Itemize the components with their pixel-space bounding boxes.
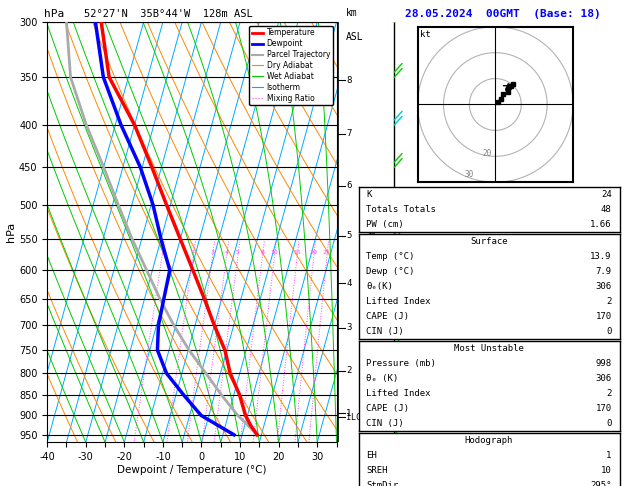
Text: 28.05.2024  00GMT  (Base: 18): 28.05.2024 00GMT (Base: 18)	[404, 9, 600, 19]
Text: km: km	[346, 8, 358, 17]
Text: 30: 30	[464, 170, 474, 179]
Text: 0: 0	[606, 327, 612, 336]
Text: 3: 3	[210, 250, 214, 255]
Text: ASL: ASL	[346, 33, 364, 42]
Text: Pressure (mb): Pressure (mb)	[366, 359, 437, 368]
Text: 306: 306	[596, 282, 612, 291]
Text: 6: 6	[346, 181, 352, 190]
Text: kt: kt	[420, 30, 431, 39]
Text: Mixing Ratio (g/kg): Mixing Ratio (g/kg)	[369, 185, 379, 279]
Text: 25: 25	[323, 250, 331, 255]
Text: CAPE (J): CAPE (J)	[366, 312, 409, 321]
Text: 2: 2	[606, 297, 612, 306]
Text: Dewp (°C): Dewp (°C)	[366, 267, 415, 276]
Text: 3: 3	[346, 324, 352, 332]
Text: 10: 10	[601, 466, 612, 475]
Text: Lifted Index: Lifted Index	[366, 297, 431, 306]
Text: 20: 20	[309, 250, 318, 255]
Text: 1LCL: 1LCL	[346, 413, 366, 422]
Text: 13.9: 13.9	[590, 252, 612, 261]
Text: Surface: Surface	[470, 237, 508, 246]
Text: Hodograph: Hodograph	[465, 435, 513, 445]
Text: StmDir: StmDir	[366, 481, 399, 486]
Text: 20: 20	[482, 149, 492, 158]
Text: SREH: SREH	[366, 466, 388, 475]
X-axis label: Dewpoint / Temperature (°C): Dewpoint / Temperature (°C)	[117, 465, 267, 475]
Text: 306: 306	[596, 374, 612, 383]
Text: 170: 170	[596, 404, 612, 413]
Text: 1.66: 1.66	[590, 220, 612, 229]
Text: 0: 0	[606, 419, 612, 428]
Text: 24: 24	[601, 190, 612, 199]
Text: Totals Totals: Totals Totals	[366, 205, 437, 214]
Text: K: K	[366, 190, 372, 199]
Text: 52°27'N  35B°44'W  128m ASL: 52°27'N 35B°44'W 128m ASL	[84, 9, 253, 19]
Text: 5: 5	[346, 231, 352, 240]
Text: 5: 5	[236, 250, 240, 255]
Text: Lifted Index: Lifted Index	[366, 389, 431, 398]
Text: 295°: 295°	[590, 481, 612, 486]
Text: 4: 4	[225, 250, 228, 255]
Text: CIN (J): CIN (J)	[366, 419, 404, 428]
Text: 7.9: 7.9	[596, 267, 612, 276]
Text: EH: EH	[366, 451, 377, 460]
Text: 1: 1	[346, 409, 352, 418]
Text: θₑ (K): θₑ (K)	[366, 374, 399, 383]
Text: θₑ(K): θₑ(K)	[366, 282, 393, 291]
Text: Most Unstable: Most Unstable	[454, 344, 524, 353]
Text: 2: 2	[606, 389, 612, 398]
Text: 170: 170	[596, 312, 612, 321]
Text: 10: 10	[270, 250, 278, 255]
Text: CAPE (J): CAPE (J)	[366, 404, 409, 413]
Y-axis label: hPa: hPa	[6, 222, 16, 242]
Text: 2: 2	[191, 250, 195, 255]
Text: 998: 998	[596, 359, 612, 368]
Text: 4: 4	[346, 278, 352, 288]
Text: 1: 1	[606, 451, 612, 460]
Text: 8: 8	[346, 76, 352, 85]
Text: 1: 1	[160, 250, 164, 255]
Text: Temp (°C): Temp (°C)	[366, 252, 415, 261]
Legend: Temperature, Dewpoint, Parcel Trajectory, Dry Adiabat, Wet Adiabat, Isotherm, Mi: Temperature, Dewpoint, Parcel Trajectory…	[249, 26, 333, 105]
Text: 7: 7	[346, 129, 352, 139]
Text: PW (cm): PW (cm)	[366, 220, 404, 229]
Text: hPa: hPa	[44, 9, 64, 19]
Text: 8: 8	[260, 250, 264, 255]
Text: CIN (J): CIN (J)	[366, 327, 404, 336]
Text: 48: 48	[601, 205, 612, 214]
Text: 15: 15	[293, 250, 301, 255]
Text: 2: 2	[346, 366, 352, 376]
